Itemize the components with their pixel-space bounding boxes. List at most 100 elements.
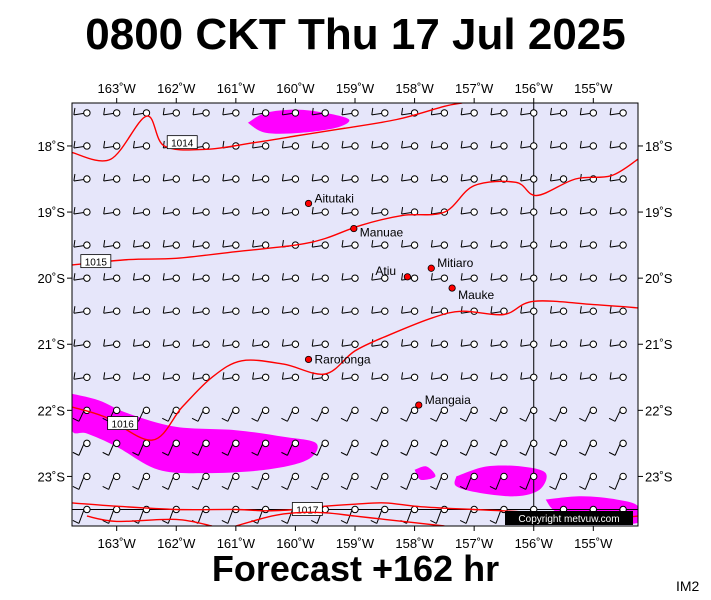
wind-barb-shaft [73, 311, 84, 314]
wind-barb-station [559, 142, 568, 150]
wind-barb-shaft [461, 145, 472, 149]
wind-barb-station [142, 142, 151, 150]
wind-barb-station [232, 439, 240, 448]
wind-barb-station [112, 274, 121, 282]
wind-barb-station [589, 472, 598, 481]
wind-barb-feather [371, 306, 374, 314]
wind-barb [579, 140, 598, 150]
wind-barb-station [470, 274, 478, 282]
wind-barb-feather [609, 273, 612, 281]
wind-barb-station [291, 274, 300, 282]
wind-barb [430, 273, 449, 282]
wind-barb-feather [281, 206, 284, 215]
wind-barb-station [202, 274, 210, 282]
wind-barb [222, 273, 240, 282]
wind-barb-station [589, 373, 598, 381]
wind-barb-station [440, 373, 449, 381]
wind-barb [490, 140, 508, 150]
wind-barb-feather [340, 451, 348, 456]
wind-barb-shaft [108, 476, 115, 490]
wind-barb-station [351, 505, 359, 514]
wind-barb [520, 306, 538, 315]
wind-barb-station [381, 505, 389, 514]
wind-barb-station [530, 208, 538, 216]
wind-barb-feather [459, 417, 467, 422]
wind-barb-feather [311, 107, 314, 115]
wind-barb-station [500, 241, 508, 249]
wind-barb-feather [371, 140, 374, 149]
wind-barb-shaft [341, 112, 353, 116]
wind-barb-shaft [341, 311, 353, 314]
wind-barb [251, 406, 270, 422]
wind-barb-shaft [312, 245, 323, 248]
wind-barb-station [202, 406, 210, 415]
wind-barb-station [142, 274, 151, 282]
wind-barb-feather [252, 273, 255, 281]
wind-barb [579, 306, 598, 315]
wind-barb [490, 206, 508, 216]
wind-barb-feather [252, 107, 255, 115]
wind-barb-station [112, 505, 121, 514]
wind-barb-station [142, 307, 151, 315]
wind-barb [371, 339, 389, 348]
wind-barb-feather [430, 451, 437, 456]
wind-barb [103, 339, 121, 348]
wind-barb [490, 372, 508, 381]
wind-barb-feather [520, 339, 523, 347]
wind-barb-shaft [286, 410, 293, 422]
wind-barb-shaft [435, 410, 442, 422]
wind-barb [460, 140, 478, 150]
wind-barb-shaft [222, 377, 233, 380]
wind-barb-station [142, 505, 151, 514]
wind-barb-station [83, 340, 91, 348]
wind-barb-feather [252, 240, 255, 248]
wind-barb-feather [73, 140, 76, 149]
wind-barb-station [291, 340, 300, 348]
wind-barb-station [381, 109, 389, 117]
wind-barb-station [559, 241, 568, 249]
wind-barb-feather [430, 140, 433, 149]
wind-barb-station [410, 307, 419, 315]
wind-barb-shaft [222, 212, 233, 215]
wind-barb [162, 107, 180, 117]
wind-barb-station [112, 373, 121, 381]
wind-barb-shaft [376, 509, 383, 524]
wind-barb [72, 505, 91, 524]
wind-barb-feather [520, 240, 523, 248]
wind-barb-feather [459, 485, 467, 490]
wind-barb [520, 339, 538, 348]
wind-barb-station [232, 307, 240, 315]
wind-barb-feather [73, 107, 76, 115]
wind-barb-feather [132, 306, 135, 314]
wind-barb-feather [162, 140, 165, 149]
wind-barb [252, 140, 270, 150]
wind-barb-shaft [614, 443, 621, 456]
wind-barb-shaft [227, 509, 234, 524]
wind-barb [103, 240, 121, 249]
wind-barb-station [530, 439, 538, 448]
wind-barb-shaft [222, 278, 233, 281]
wind-barb-station [440, 175, 449, 183]
lon-label-bottom: 160˚W [276, 536, 315, 551]
wind-barb [490, 306, 508, 315]
wind-barb [489, 406, 508, 422]
wind-barb [401, 240, 419, 249]
wind-barb-shaft [341, 377, 353, 380]
wind-barb [162, 306, 180, 315]
wind-barb-station [589, 109, 598, 117]
wind-barb-station [112, 307, 121, 315]
station-rarotonga: Rarotonga [304, 352, 371, 366]
wind-barb-shaft [103, 112, 114, 116]
wind-barb-station [500, 373, 508, 381]
wind-barb [460, 107, 478, 117]
wind-barb-shaft [431, 311, 442, 314]
wind-barb-feather [520, 206, 523, 215]
wind-barb-station [142, 406, 151, 415]
wind-barb-shaft [401, 245, 412, 248]
wind-barb-feather [460, 107, 463, 115]
wind-barb [550, 306, 568, 315]
wind-barb-station [232, 472, 240, 481]
wind-barb [341, 306, 359, 315]
wind-barb-station [112, 406, 121, 415]
wind-barb [103, 273, 121, 282]
